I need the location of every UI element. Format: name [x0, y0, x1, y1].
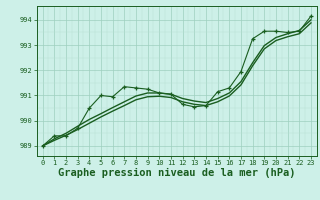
- X-axis label: Graphe pression niveau de la mer (hPa): Graphe pression niveau de la mer (hPa): [58, 168, 296, 178]
